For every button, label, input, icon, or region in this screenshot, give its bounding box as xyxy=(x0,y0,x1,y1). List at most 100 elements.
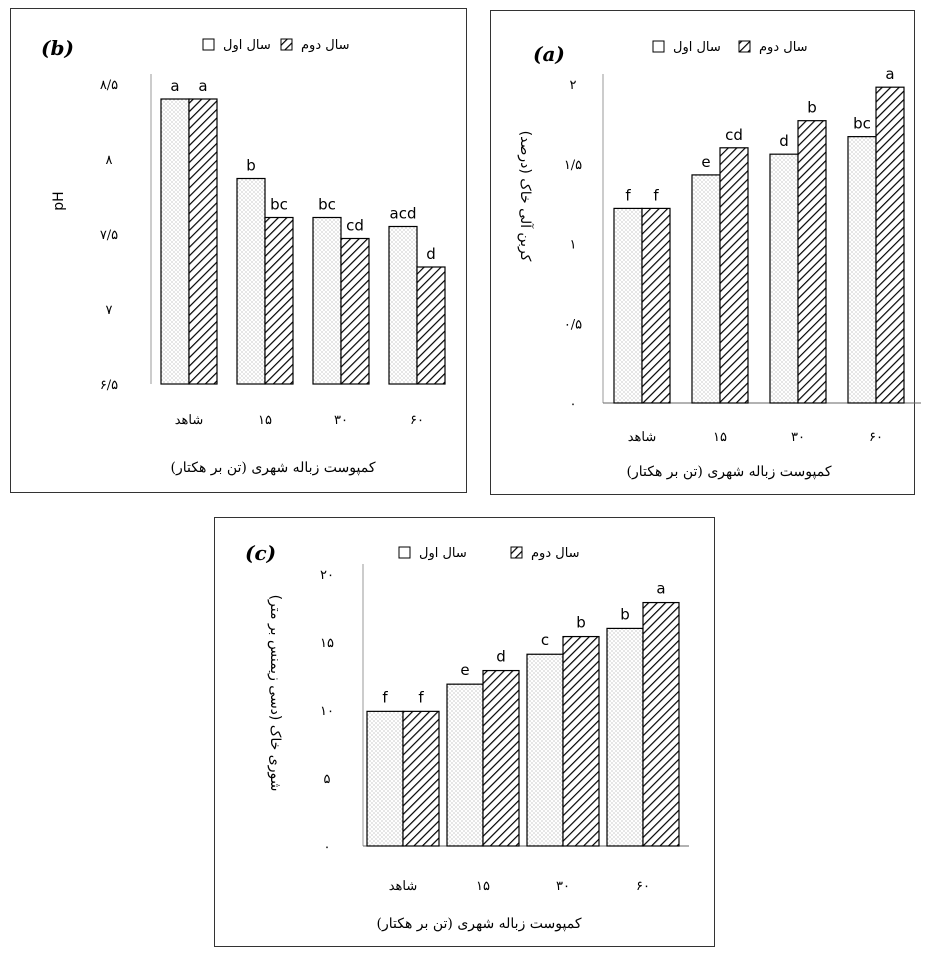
x-category-label: ۶۰ xyxy=(636,879,650,894)
bar-second-year xyxy=(797,120,827,404)
chart-panel-a: (a) سال اول سال دوم کربن آلی خاک (درصد) … xyxy=(490,10,921,495)
bar-first-year xyxy=(236,177,266,385)
y-tick-label: ۱/۵ xyxy=(564,158,582,173)
y-ticks: ۰ ۰/۵ ۱ ۱/۵ ۲ xyxy=(564,78,582,412)
bar-second-year xyxy=(340,237,370,385)
y-tick-label: ۶/۵ xyxy=(100,378,118,393)
significance-letter: f xyxy=(418,688,424,706)
x-category-label: ۳۰ xyxy=(334,413,348,428)
significance-letter: bc xyxy=(853,115,871,133)
legend: سال اول سال دوم xyxy=(398,546,580,561)
legend-swatch-first-year xyxy=(652,40,665,53)
significance-letter: a xyxy=(885,65,894,83)
panel-label: (a) xyxy=(533,42,565,66)
y-tick-label: ۷ xyxy=(106,303,113,318)
legend-swatch-second-year xyxy=(510,546,523,559)
x-category-label: ۱۵ xyxy=(476,879,490,894)
y-tick-label: ۰ xyxy=(324,840,331,855)
chart-a-svg: (a) سال اول سال دوم کربن آلی خاک (درصد) … xyxy=(517,40,921,480)
bars xyxy=(613,86,905,404)
significance-letter: c xyxy=(541,631,549,649)
bar-first-year xyxy=(446,683,484,847)
chart-panel-b: (b) سال اول سال دوم pH کمپوست زباله شهری… xyxy=(10,8,467,493)
x-category-label: ۳۰ xyxy=(556,879,570,894)
bars xyxy=(160,98,446,385)
bar-first-year xyxy=(366,710,404,847)
bar-first-year xyxy=(388,225,418,385)
legend: سال اول سال دوم xyxy=(202,38,350,53)
x-category-label: ۱۵ xyxy=(258,413,272,428)
x-category-label: ۱۵ xyxy=(713,430,727,445)
y-axis-title: pH xyxy=(51,191,67,210)
y-tick-label: ۱ xyxy=(570,238,577,253)
significance-letter: cd xyxy=(725,126,743,144)
bar-second-year xyxy=(642,601,680,847)
x-axis-title-visible: کمپوست زباله شهری (تن بر هکتار) xyxy=(377,916,582,932)
y-axis-title: کربن آلی خاک (درصد) xyxy=(517,131,534,262)
significance-letter: b xyxy=(576,614,586,632)
bar-first-year xyxy=(606,627,644,847)
y-tick-label: ۰ xyxy=(570,397,577,412)
significance-letter: bc xyxy=(270,196,288,214)
x-category-labels: شاهد ۱۵ ۳۰ ۶۰ xyxy=(628,430,883,445)
chart-panel-c: (c) سال اول سال دوم شوری خاک (دسی زیمنس … xyxy=(214,517,715,947)
significance-letter: d xyxy=(426,245,436,263)
y-tick-label: ۱۰ xyxy=(320,704,334,719)
bar-second-year xyxy=(562,635,600,847)
x-category-label: شاهد xyxy=(628,430,657,445)
panel-label: (c) xyxy=(245,541,276,565)
significance-letter: f xyxy=(382,688,388,706)
bar-first-year xyxy=(613,207,643,404)
x-category-label: ۳۰ xyxy=(791,430,805,445)
significance-letter: a xyxy=(170,77,179,95)
y-axis-title: شوری خاک (دسی زیمنس بر متر) xyxy=(267,595,283,792)
x-axis-title: کمپوست زباله شهری (تن بر هکتار) xyxy=(171,460,376,476)
bar-first-year xyxy=(691,174,721,404)
bar-first-year xyxy=(847,136,877,404)
x-category-label: شاهد xyxy=(389,879,418,894)
bar-second-year xyxy=(264,216,294,385)
legend-label-first-year: سال اول xyxy=(673,40,721,55)
y-tick-label: ۲ xyxy=(570,78,577,93)
panel-label: (b) xyxy=(41,36,74,60)
y-tick-label: ۷/۵ xyxy=(100,228,118,243)
significance-letter: a xyxy=(656,580,665,598)
significance-letter: e xyxy=(701,153,710,171)
legend-swatch-second-year xyxy=(280,38,293,51)
significance-letters: f f e d c b b a xyxy=(382,580,665,707)
bar-second-year xyxy=(719,147,749,404)
significance-letter: b xyxy=(807,99,817,117)
legend-label-second-year: سال دوم xyxy=(759,40,808,55)
significance-letter: f xyxy=(653,186,659,204)
bar-second-year xyxy=(875,86,905,404)
significance-letter: d xyxy=(496,648,506,666)
significance-letter: a xyxy=(198,77,207,95)
significance-letter: f xyxy=(625,186,631,204)
y-tick-label: ۰/۵ xyxy=(564,317,582,332)
x-category-label: شاهد xyxy=(175,413,204,428)
bar-second-year xyxy=(188,98,218,385)
bar-first-year xyxy=(526,653,564,847)
y-tick-label: ۸ xyxy=(106,153,113,168)
y-ticks: ۶/۵ ۷ ۷/۵ ۸ ۸/۵ xyxy=(100,78,118,393)
x-category-label: ۶۰ xyxy=(410,413,424,428)
bar-second-year xyxy=(482,669,520,847)
legend-swatch-first-year xyxy=(398,546,411,559)
y-ticks: ۰ ۵ ۱۰ ۱۵ ۲۰ xyxy=(320,568,334,855)
legend-label-first-year: سال اول xyxy=(223,38,271,53)
y-tick-label: ۱۵ xyxy=(320,636,334,651)
y-tick-label: ۸/۵ xyxy=(100,78,118,93)
legend-label-second-year: سال دوم xyxy=(531,546,580,561)
bar-first-year xyxy=(769,153,799,404)
bars xyxy=(366,601,680,847)
x-axis-title: کمپوست زباله شهری (تن بر هکتار) xyxy=(627,464,832,480)
legend: سال اول سال دوم xyxy=(652,40,808,55)
significance-letter: d xyxy=(779,132,789,150)
bar-second-year xyxy=(402,710,440,847)
chart-c-svg: (c) سال اول سال دوم شوری خاک (دسی زیمنس … xyxy=(245,541,689,932)
x-category-label: ۶۰ xyxy=(869,430,883,445)
significance-letter: e xyxy=(460,661,469,679)
bar-second-year xyxy=(416,266,446,385)
legend-label-second-year: سال دوم xyxy=(301,38,350,53)
